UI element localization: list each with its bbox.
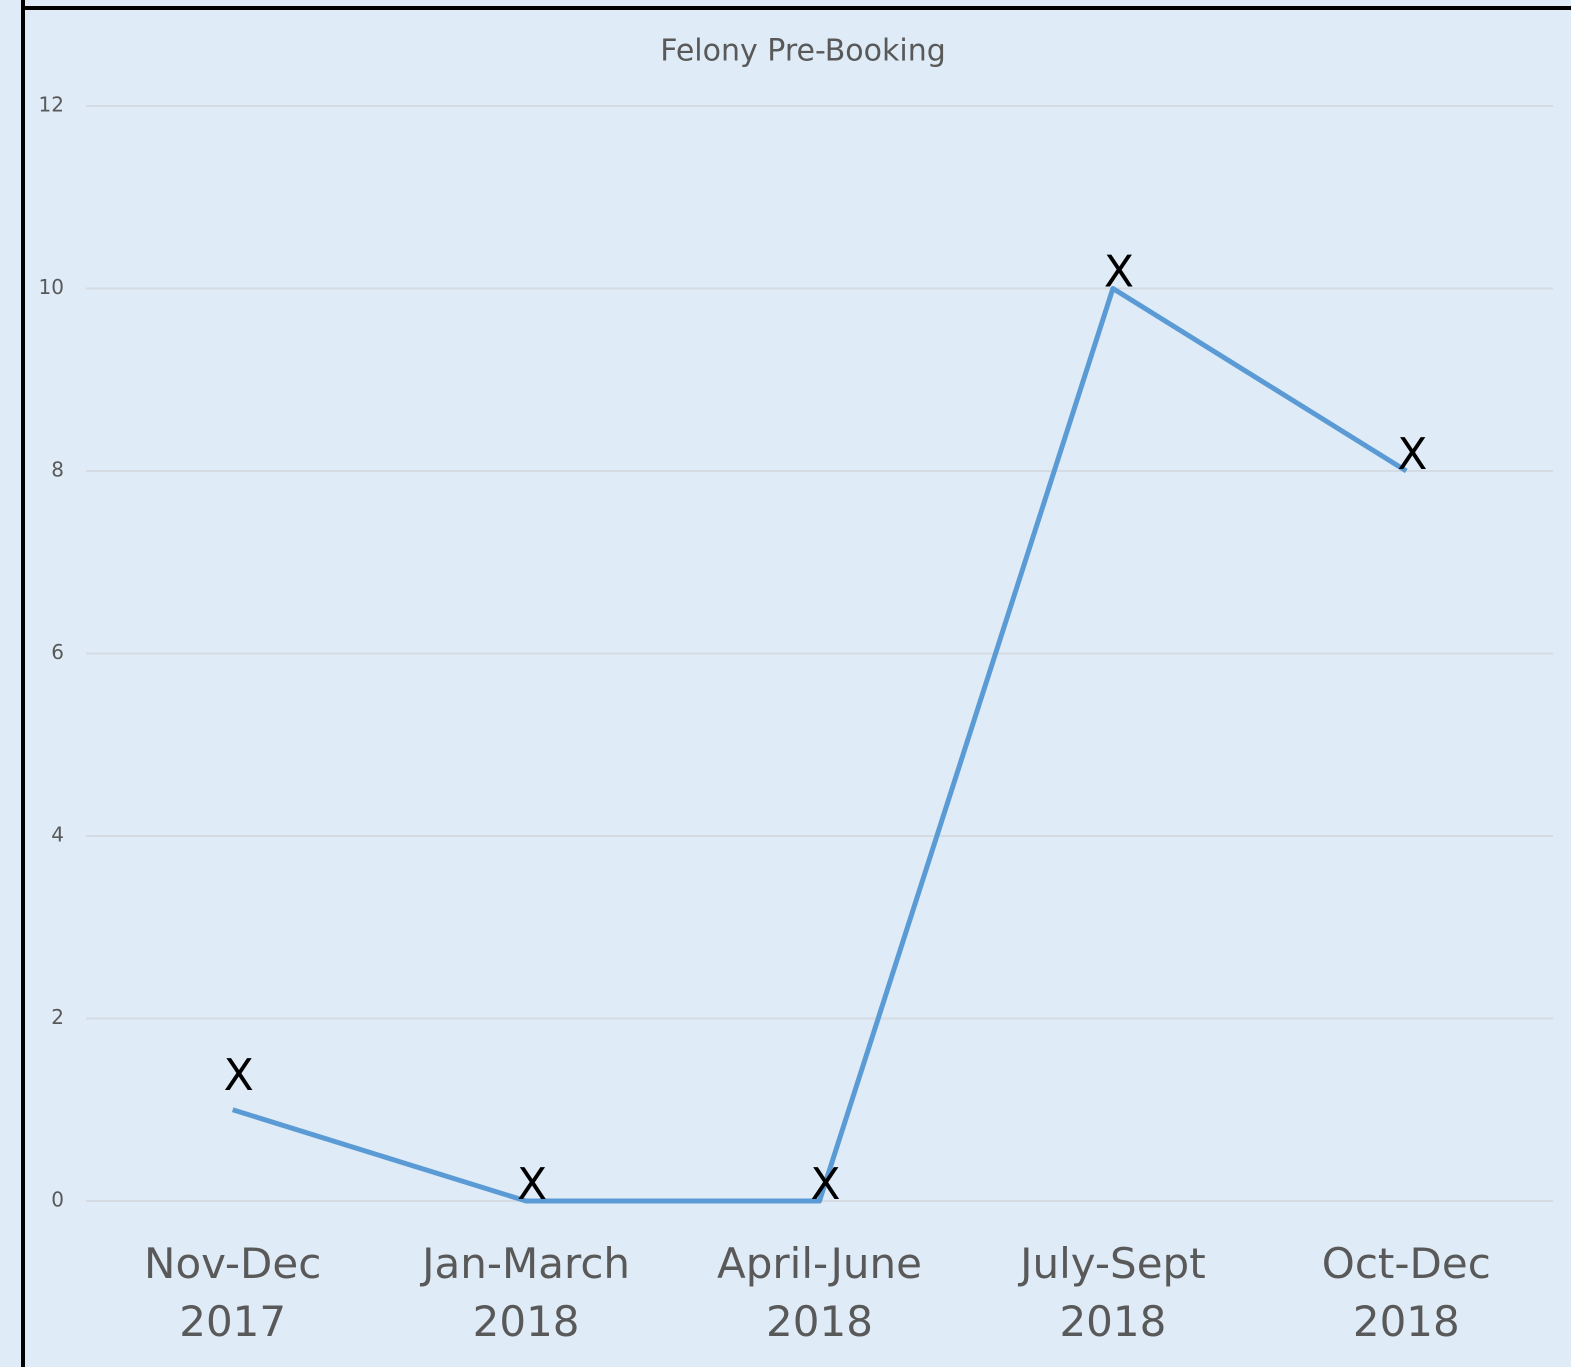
point-annotation: X: [517, 1159, 547, 1210]
y-tick-label: 6: [51, 640, 64, 664]
x-tick-label: Jan-March 2018: [422, 1239, 631, 1346]
chart-title: Felony Pre-Booking: [660, 34, 946, 69]
y-tick-label: 2: [51, 1005, 64, 1029]
point-annotation: X: [224, 1050, 254, 1101]
point-annotation: X: [810, 1159, 840, 1210]
y-tick-label: 8: [51, 458, 64, 482]
series-line: [231, 286, 1408, 1204]
y-tick-label: 4: [51, 823, 64, 847]
point-annotation: X: [1104, 247, 1134, 298]
x-tick-label: July-Sept 2018: [1020, 1239, 1206, 1346]
point-annotation: X: [1397, 429, 1427, 480]
x-tick-label: Oct-Dec 2018: [1321, 1239, 1491, 1346]
x-tick-label: Nov-Dec 2017: [144, 1239, 322, 1346]
x-tick-label: April-June 2018: [717, 1239, 922, 1346]
y-tick-label: 10: [39, 275, 64, 299]
y-tick-label: 0: [51, 1188, 64, 1212]
y-tick-label: 12: [39, 93, 64, 117]
